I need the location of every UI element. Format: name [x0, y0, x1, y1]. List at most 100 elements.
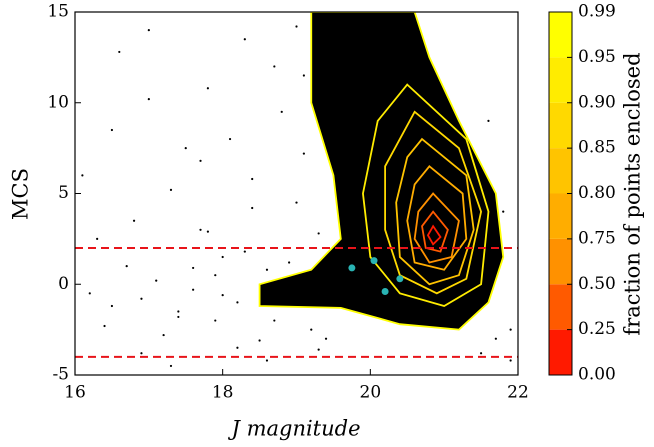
point: [251, 206, 254, 210]
point: [295, 25, 298, 28]
point: [184, 147, 187, 150]
point: [214, 274, 217, 277]
point: [96, 237, 99, 240]
point: [221, 255, 224, 259]
point: [147, 98, 150, 101]
point: [265, 359, 269, 362]
highlight-point: [381, 288, 389, 296]
plot-area: [75, 12, 518, 368]
point: [295, 201, 298, 204]
colorbar-tick-label: 0.85: [578, 138, 616, 158]
x-tick-label: 16: [64, 383, 86, 403]
colorbar-tick-label: 0.50: [578, 274, 616, 294]
dense-region: [259, 12, 504, 330]
point: [110, 128, 114, 132]
y-axis-label: MCS: [9, 168, 33, 220]
contour: [406, 165, 468, 271]
contour: [426, 224, 442, 246]
point: [192, 288, 195, 291]
highlight-point: [370, 257, 378, 265]
point: [206, 87, 209, 90]
point: [192, 266, 195, 270]
point: [317, 348, 320, 351]
colorbar-band: [549, 57, 572, 103]
y-tick-label: 15: [47, 2, 69, 22]
point: [140, 352, 143, 355]
point: [88, 292, 91, 295]
point: [162, 333, 165, 337]
point: [502, 210, 505, 213]
y-tick-label: -5: [52, 365, 69, 385]
point: [288, 277, 291, 280]
point: [199, 159, 202, 162]
point: [132, 219, 136, 222]
point: [258, 339, 261, 342]
point: [487, 119, 490, 122]
point: [214, 319, 217, 322]
point: [243, 38, 246, 41]
point: [243, 250, 246, 253]
point: [509, 359, 512, 362]
point: [288, 286, 291, 289]
point: [103, 324, 106, 328]
colorbar-band: [549, 284, 572, 330]
point: [147, 29, 150, 32]
highlight-point: [348, 264, 356, 272]
contour: [395, 137, 475, 286]
point: [228, 137, 232, 141]
colorbar-label: fraction of points enclosed: [621, 52, 645, 335]
point: [251, 177, 254, 181]
point: [479, 352, 483, 355]
colorbar-band: [549, 12, 572, 58]
point: [169, 188, 173, 191]
colorbar-band: [549, 329, 572, 375]
colorbar-tick-label: 0.80: [578, 183, 616, 203]
point: [273, 65, 276, 68]
point: [288, 261, 291, 264]
x-tick-label: 20: [360, 383, 382, 403]
point: [140, 297, 143, 300]
point: [494, 337, 497, 340]
colorbar-tick-label: 0.90: [578, 92, 616, 112]
point: [81, 174, 84, 177]
point: [221, 294, 224, 297]
colorbar-tick-label: 0.99: [578, 2, 616, 22]
colorbar-band: [549, 102, 572, 149]
point: [324, 337, 328, 340]
point: [509, 328, 512, 331]
point: [199, 228, 202, 231]
point: [110, 304, 114, 308]
y-tick-label: 5: [58, 183, 69, 203]
colorbar-band: [549, 148, 572, 194]
contour: [362, 83, 490, 308]
contour: [413, 192, 460, 264]
colorbar-band: [549, 193, 572, 239]
colorbar-tick-label: 0.95: [578, 47, 616, 67]
point: [206, 230, 209, 233]
point: [273, 319, 276, 322]
contour: [258, 12, 505, 331]
point: [155, 279, 158, 282]
colorbar-tick-label: 0.75: [578, 228, 616, 248]
point: [177, 310, 180, 313]
point: [236, 346, 239, 349]
point: [236, 301, 239, 304]
point: [280, 110, 283, 113]
point: [317, 232, 320, 235]
contour: [384, 110, 483, 295]
colorbar-tick-label: 0.25: [578, 319, 616, 339]
highlight-point: [396, 275, 404, 283]
y-tick-label: 0: [58, 274, 69, 294]
contour: [421, 210, 449, 253]
point: [177, 315, 180, 319]
colorbar-band: [549, 238, 572, 285]
point: [169, 364, 173, 368]
point: [265, 268, 269, 271]
point: [310, 328, 313, 331]
colorbar-tick-label: 0.00: [578, 365, 616, 385]
point: [125, 265, 128, 268]
point: [118, 50, 121, 54]
point: [302, 152, 305, 155]
x-tick-label: 22: [507, 383, 529, 403]
